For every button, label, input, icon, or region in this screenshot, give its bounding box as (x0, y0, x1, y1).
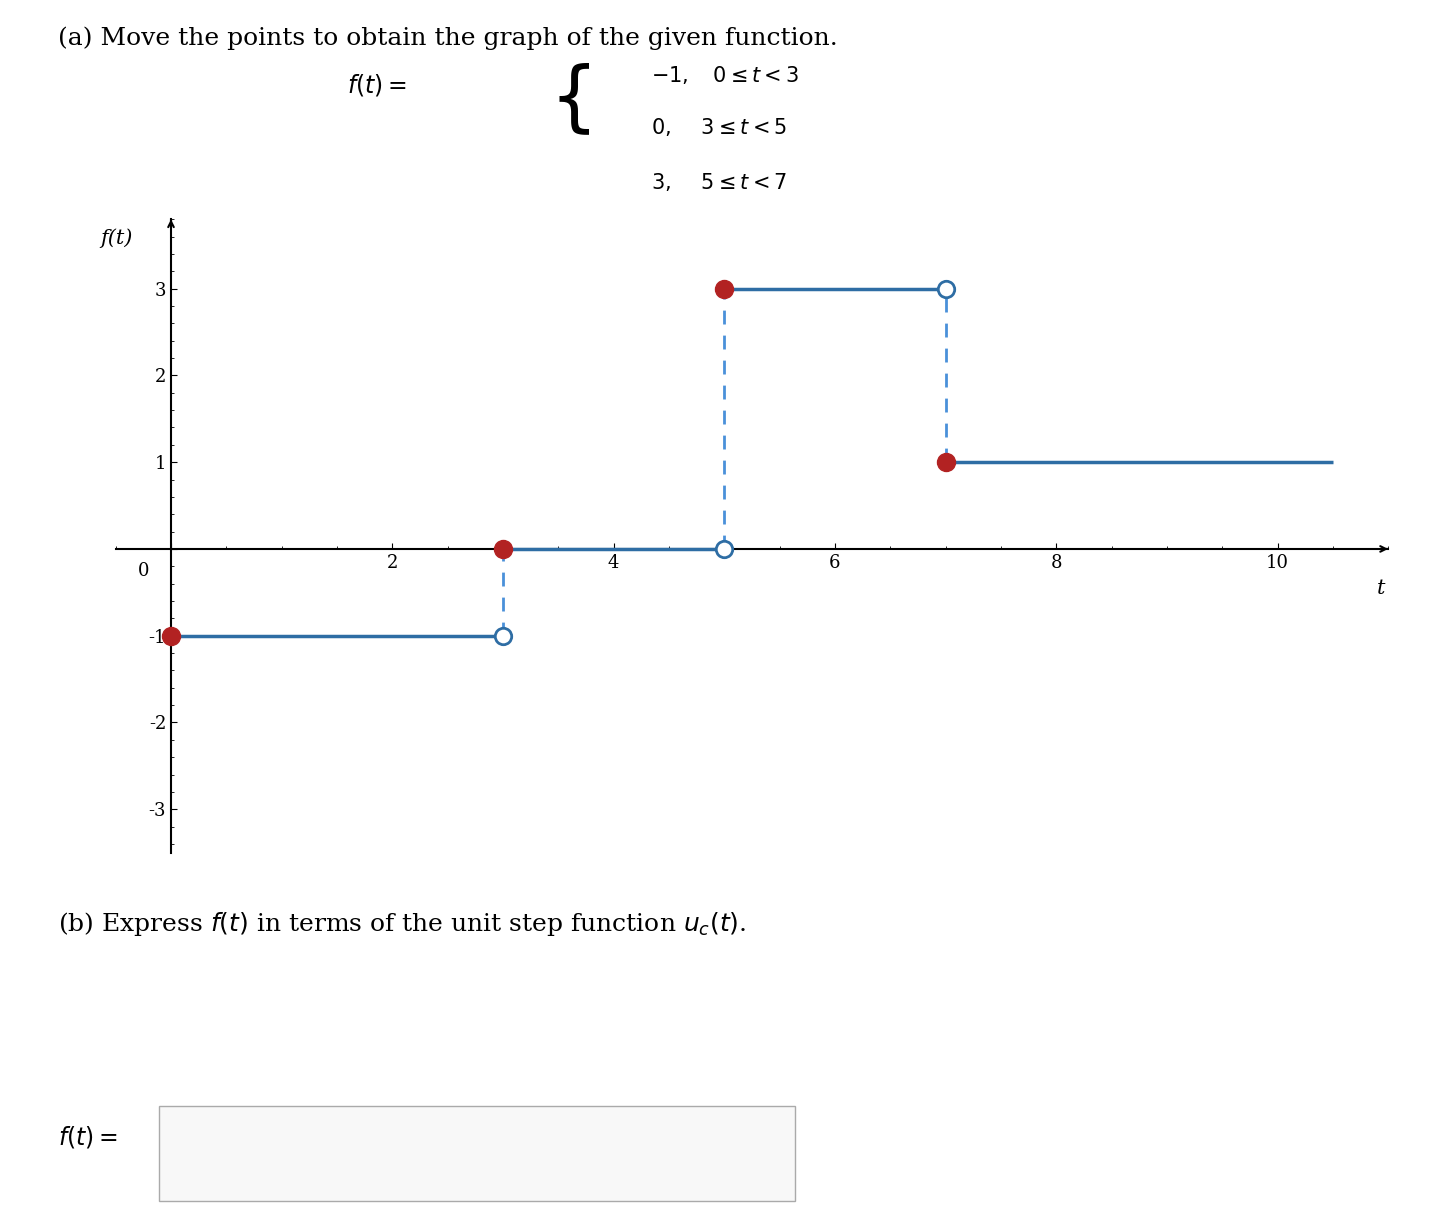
FancyBboxPatch shape (159, 1106, 795, 1201)
Text: $\{$: $\{$ (549, 61, 590, 138)
Text: (a) Move the points to obtain the graph of the given function.: (a) Move the points to obtain the graph … (58, 27, 837, 50)
Text: $3, \quad\; 5 \leq t < 7$: $3, \quad\; 5 \leq t < 7$ (651, 171, 787, 192)
Text: t: t (1377, 580, 1385, 598)
Text: $1, \quad\; t \geq 7$: $1, \quad\; t \geq 7$ (651, 225, 748, 247)
Text: $0, \quad\; 3 \leq t < 5$: $0, \quad\; 3 \leq t < 5$ (651, 116, 787, 138)
Text: f(t): f(t) (100, 228, 132, 247)
Text: $-1, \quad 0 \leq t < 3$: $-1, \quad 0 \leq t < 3$ (651, 63, 798, 85)
Point (934, 279, 957, 298)
Text: $f(t) =$: $f(t) =$ (58, 1123, 117, 1150)
Point (159, 626, 182, 646)
Text: 0: 0 (137, 561, 149, 580)
Text: $f(t) =$: $f(t) =$ (347, 72, 406, 99)
Point (713, 279, 736, 298)
Point (492, 540, 515, 559)
Point (713, 540, 736, 559)
Point (934, 452, 957, 471)
Point (492, 626, 515, 646)
Text: (b) Express $f(t)$ in terms of the unit step function $u_c(t)$.: (b) Express $f(t)$ in terms of the unit … (58, 910, 746, 938)
